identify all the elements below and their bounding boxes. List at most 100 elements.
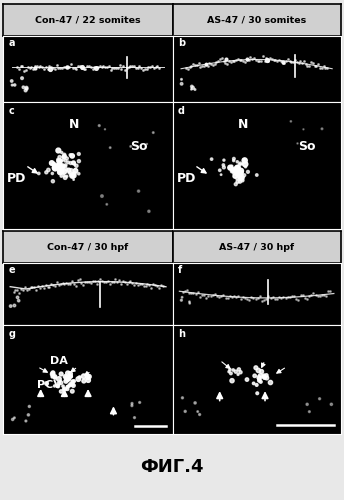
Point <box>231 154 237 162</box>
Point <box>61 386 66 394</box>
Point <box>280 58 285 66</box>
Point <box>57 160 62 168</box>
Point <box>238 175 243 183</box>
Point <box>68 159 74 167</box>
Point <box>192 86 198 94</box>
Point <box>295 296 301 304</box>
Point <box>84 62 90 70</box>
Point <box>62 385 68 393</box>
Point <box>270 293 276 301</box>
Point <box>120 62 126 70</box>
Point <box>283 294 288 302</box>
Point <box>229 162 235 170</box>
Point <box>45 283 50 291</box>
Point <box>50 370 55 378</box>
Point <box>63 161 68 169</box>
Point <box>66 382 71 390</box>
Point <box>251 294 256 302</box>
Point <box>61 153 66 161</box>
Point <box>62 162 68 170</box>
Point <box>323 64 328 72</box>
Point <box>17 288 22 296</box>
Point <box>232 172 238 180</box>
Point <box>27 64 32 72</box>
Point <box>133 64 139 72</box>
Point <box>85 374 90 382</box>
Point <box>77 374 82 382</box>
Text: ФИГ.4: ФИГ.4 <box>140 458 204 476</box>
Point <box>9 77 14 85</box>
Point <box>278 58 283 66</box>
Text: h: h <box>178 328 185 338</box>
Point <box>58 388 64 396</box>
Point <box>50 64 56 72</box>
Point <box>237 174 242 182</box>
Point <box>151 128 156 136</box>
Text: DA: DA <box>50 356 68 366</box>
Point <box>49 64 54 72</box>
Point <box>144 140 150 148</box>
Point <box>90 64 95 72</box>
Point <box>32 283 37 291</box>
Point <box>72 160 77 168</box>
Point <box>319 125 325 133</box>
Point <box>255 57 260 65</box>
Point <box>44 380 49 388</box>
Point <box>60 162 65 170</box>
Point <box>227 164 233 172</box>
Point <box>69 380 75 388</box>
Point <box>309 290 314 298</box>
Point <box>66 169 72 177</box>
Point <box>24 286 30 294</box>
Point <box>106 62 111 70</box>
Point <box>116 276 122 283</box>
Point <box>76 170 82 177</box>
Point <box>314 62 319 70</box>
Point <box>110 64 115 72</box>
Point <box>257 57 262 65</box>
Point <box>187 300 192 308</box>
Point <box>285 293 290 301</box>
Point <box>21 84 26 92</box>
Point <box>239 170 245 178</box>
Point <box>34 62 40 70</box>
Point <box>52 282 58 290</box>
Point <box>307 62 312 70</box>
Text: a: a <box>9 38 15 48</box>
Point <box>60 382 66 390</box>
Point <box>149 284 154 292</box>
Point <box>86 62 92 70</box>
Point <box>97 62 103 70</box>
Point <box>64 374 70 382</box>
Point <box>118 280 124 287</box>
Point <box>81 372 86 380</box>
Point <box>290 58 296 66</box>
Point <box>92 277 97 285</box>
Point <box>269 56 275 64</box>
Point <box>298 292 303 300</box>
Point <box>88 280 94 287</box>
Point <box>94 63 99 71</box>
Point <box>312 62 318 70</box>
Point <box>202 292 207 300</box>
Point <box>139 280 144 288</box>
Point <box>234 170 239 177</box>
Point <box>315 60 321 68</box>
Point <box>325 288 331 296</box>
Point <box>43 63 49 71</box>
Point <box>156 284 162 292</box>
Point <box>317 292 323 300</box>
Point <box>79 64 85 72</box>
Point <box>154 282 160 290</box>
Point <box>64 64 70 72</box>
Point <box>56 166 62 174</box>
Point <box>151 64 157 72</box>
Point <box>233 167 239 175</box>
Point <box>212 60 217 68</box>
Point <box>317 395 322 403</box>
Point <box>301 126 306 134</box>
Point <box>68 372 74 380</box>
Point <box>231 168 237 176</box>
Point <box>237 161 242 169</box>
Point <box>64 374 69 382</box>
